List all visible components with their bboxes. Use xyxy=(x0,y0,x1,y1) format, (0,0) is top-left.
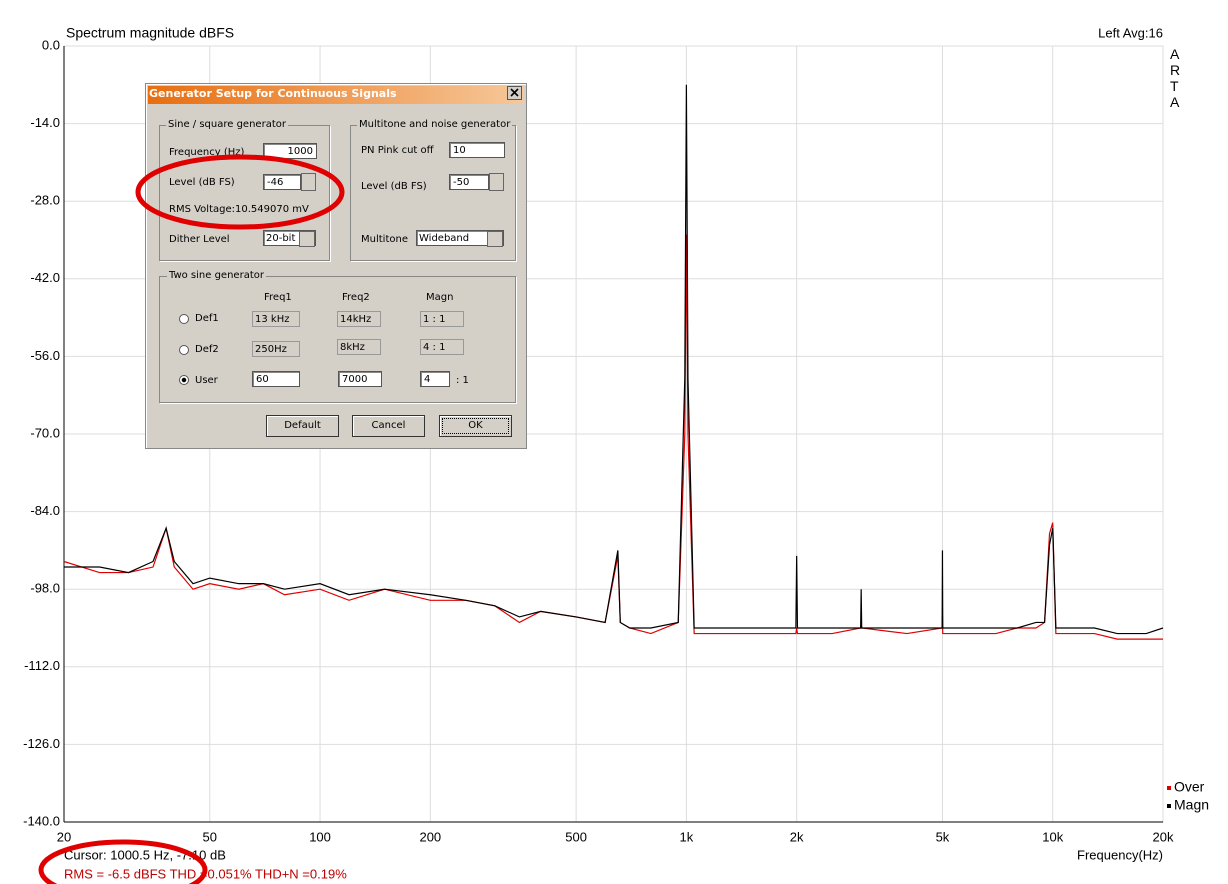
label: PN Pink cut off xyxy=(361,145,434,156)
close-button[interactable] xyxy=(507,86,522,100)
rms-voltage: RMS Voltage:10.549070 mV xyxy=(169,204,309,215)
row-label: User xyxy=(195,375,218,386)
x-tick-label: 50 xyxy=(203,829,217,844)
y-tick-label: -42.0 xyxy=(30,270,60,285)
radio[interactable] xyxy=(179,345,189,355)
spinner[interactable] xyxy=(301,173,316,191)
dialog: Generator Setup for Continuous Signals S… xyxy=(145,83,527,449)
x-tick-label: 20 xyxy=(57,829,71,844)
dropdown-arrow[interactable] xyxy=(487,231,503,247)
y-tick-label: -98.0 xyxy=(30,581,60,596)
radio-selected[interactable] xyxy=(179,375,189,385)
select-value: 20-bit xyxy=(266,233,296,244)
series-line xyxy=(64,84,1164,635)
level-input[interactable]: -46 xyxy=(263,174,301,190)
select-value: Wideband xyxy=(419,233,470,244)
y-tick-label: -84.0 xyxy=(30,503,60,518)
column-header: Freq2 xyxy=(342,292,370,303)
level-input[interactable]: -50 xyxy=(449,174,489,190)
legend-swatch xyxy=(1167,786,1171,790)
field: 8kHz xyxy=(337,339,381,355)
legend-label: Magn xyxy=(1174,797,1209,813)
label: Frequency (Hz) xyxy=(169,147,245,158)
row-label: Def1 xyxy=(195,313,219,324)
spinner[interactable] xyxy=(489,173,504,191)
x-tick-label: 200 xyxy=(419,829,441,844)
dropdown-arrow[interactable] xyxy=(299,231,315,247)
x-tick-label: 100 xyxy=(309,829,331,844)
field: 4 : 1 xyxy=(420,339,464,355)
group-title: Multitone and noise generator xyxy=(357,119,513,130)
x-tick-label: 10k xyxy=(1042,829,1063,844)
chart-title: Spectrum magnitude dBFS xyxy=(66,25,234,41)
radio[interactable] xyxy=(179,314,189,324)
dialog-title: Generator Setup for Continuous Signals xyxy=(149,87,397,100)
y-tick-label: -112.0 xyxy=(24,658,60,673)
label: Dither Level xyxy=(169,234,230,245)
label: Level (dB FS) xyxy=(169,177,235,188)
legend-label: Over xyxy=(1174,779,1205,795)
title-bar xyxy=(148,86,524,104)
y-tick-label: -126.0 xyxy=(23,736,60,751)
button[interactable]: Cancel xyxy=(352,415,425,437)
measurements: RMS = -6.5 dBFS THD =0.051% THD+N =0.19% xyxy=(64,866,347,881)
y-tick-label: -14.0 xyxy=(30,115,60,130)
y-tick-label: -56.0 xyxy=(30,348,60,363)
y-tick-label: 0.0 xyxy=(42,37,60,52)
field[interactable]: 7000 xyxy=(338,371,382,387)
column-header: Freq1 xyxy=(264,292,292,303)
group-title: Sine / square generator xyxy=(166,119,288,130)
button[interactable]: Default xyxy=(266,415,339,437)
y-tick-label: -28.0 xyxy=(30,193,60,208)
x-tick-label: 500 xyxy=(565,829,587,844)
corner-label: Left Avg:16 xyxy=(1098,25,1163,40)
field: 1 : 1 xyxy=(420,311,464,327)
x-axis-label: Frequency(Hz) xyxy=(1077,847,1163,862)
group-box xyxy=(159,276,516,403)
x-tick-label: 5k xyxy=(936,829,950,844)
field[interactable]: 60 xyxy=(252,371,300,387)
y-tick-label: -70.0 xyxy=(30,425,60,440)
column-header: Magn xyxy=(426,292,454,303)
dither-select[interactable]: 20-bit xyxy=(263,230,316,247)
ratio-suffix: : 1 xyxy=(456,375,469,386)
row-label: Def2 xyxy=(195,344,219,355)
button[interactable]: OK xyxy=(439,415,512,437)
watermark: ARTA xyxy=(1170,46,1181,110)
frequency-input[interactable]: 1000 xyxy=(263,143,317,159)
cursor-readout: Cursor: 1000.5 Hz, -7.10 dB xyxy=(64,847,226,862)
field[interactable]: 4 xyxy=(420,371,450,387)
group-title: Two sine generator xyxy=(167,270,266,281)
label: Level (dB FS) xyxy=(361,181,427,192)
legend-swatch xyxy=(1167,804,1171,808)
field: 13 kHz xyxy=(252,311,300,327)
label: Multitone xyxy=(361,234,408,245)
x-tick-label: 2k xyxy=(790,829,804,844)
x-tick-label: 20k xyxy=(1153,829,1174,844)
field: 14kHz xyxy=(337,311,381,327)
y-tick-label: -140.0 xyxy=(23,813,60,828)
x-tick-label: 1k xyxy=(680,829,694,844)
field: 250Hz xyxy=(252,341,300,357)
cutoff-input[interactable]: 10 xyxy=(449,142,505,158)
multitone-select[interactable]: Wideband xyxy=(416,230,504,247)
